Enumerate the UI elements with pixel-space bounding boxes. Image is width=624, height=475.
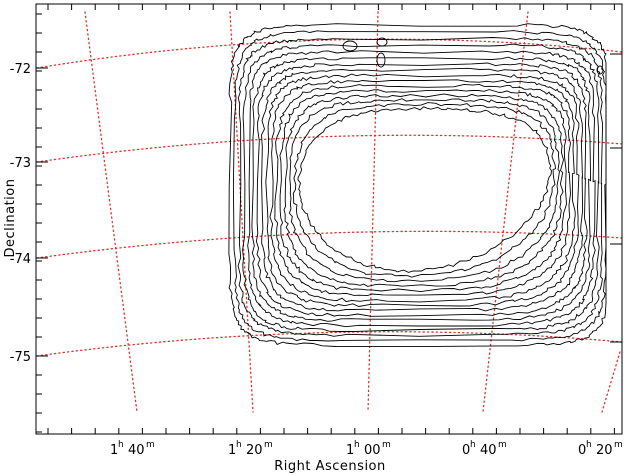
x-tick-label: 0 h 20 m (578, 440, 623, 458)
svg-text:h: h (470, 440, 476, 450)
contour-feature (376, 52, 386, 68)
contour-line (265, 73, 580, 307)
contour-line (269, 79, 576, 303)
contour-line (274, 83, 571, 297)
contour-line (237, 37, 604, 337)
contour-line (279, 89, 567, 293)
dec-gridline (36, 134, 623, 163)
contour-line (255, 62, 588, 317)
ra-gridline (601, 351, 621, 413)
svg-text:m: m (264, 440, 273, 450)
contour-line (261, 67, 584, 312)
contour-line (251, 56, 592, 322)
contour-feature (376, 37, 388, 47)
x-tick-labels: 1 h 40 m 1 h 20 m 1 h 00 m 0 h 40 m 0 h 20 m (110, 440, 623, 458)
svg-text:1: 1 (346, 443, 354, 458)
y-tick-labels: -72 -73 -74 -75 (10, 62, 31, 365)
svg-text:1: 1 (110, 443, 118, 458)
ra-gridline (84, 11, 138, 413)
svg-text:20: 20 (596, 443, 613, 458)
y-tick-label: -74 (10, 252, 31, 267)
contour-line (242, 43, 600, 332)
contour-line (232, 30, 607, 342)
coordinate-grid (36, 11, 623, 413)
svg-text:m: m (614, 440, 623, 450)
contour-line (297, 106, 552, 273)
contour-plot (228, 23, 607, 348)
svg-text:h: h (236, 440, 242, 450)
ra-gridline (482, 11, 529, 413)
contour-feature (342, 40, 358, 52)
svg-text:20: 20 (246, 443, 263, 458)
contour-line (247, 50, 596, 328)
y-axis-label: Declination (3, 179, 18, 258)
svg-text:h: h (586, 440, 592, 450)
svg-text:40: 40 (128, 443, 145, 458)
svg-text:40: 40 (480, 443, 497, 458)
contour-line (228, 23, 607, 348)
ra-gridline (367, 11, 379, 413)
y-tick-label: -73 (10, 156, 31, 171)
x-tick-label: 1 h 00 m (346, 440, 391, 458)
dec-gridline (36, 38, 623, 69)
contour-line (288, 98, 560, 283)
svg-text:h: h (354, 440, 360, 450)
x-tick-label: 1 h 20 m (228, 440, 273, 458)
svg-text:m: m (146, 440, 155, 450)
x-tick-label: 1 h 40 m (110, 440, 155, 458)
contour-line (292, 102, 556, 278)
svg-text:m: m (382, 440, 391, 450)
x-tick-label: 0 h 40 m (462, 440, 507, 458)
y-tick-label: -75 (10, 350, 31, 365)
x-axis-label: Right Ascension (274, 459, 386, 474)
axis-ticks (36, 4, 622, 434)
y-tick-label: -72 (10, 62, 31, 77)
svg-text:h: h (118, 440, 124, 450)
svg-text:00: 00 (364, 443, 381, 458)
svg-text:0: 0 (462, 443, 470, 458)
contour-feature (596, 65, 604, 75)
svg-text:1: 1 (228, 443, 236, 458)
ra-gridline (229, 11, 254, 413)
contour-line (283, 93, 564, 287)
svg-text:m: m (498, 440, 507, 450)
svg-text:0: 0 (578, 443, 586, 458)
plot-frame (35, 3, 623, 435)
